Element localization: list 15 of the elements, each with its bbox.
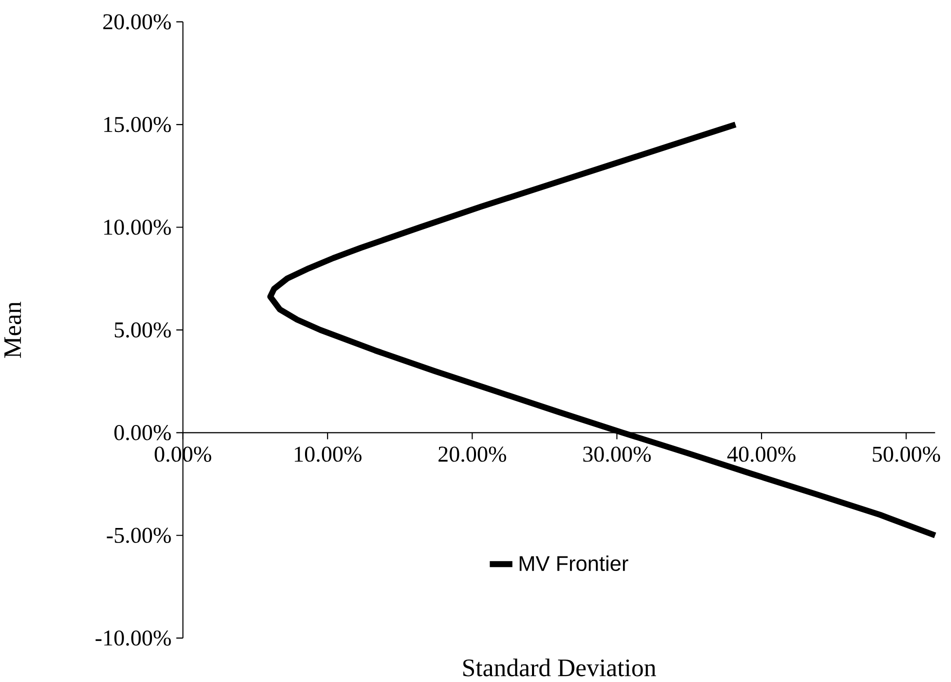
y-tick-label: -10.00% xyxy=(96,630,171,646)
legend-label: MV Frontier xyxy=(520,556,628,572)
y-tick-label: 20.00% xyxy=(103,14,171,30)
y-tick-label: 15.00% xyxy=(104,117,171,132)
x-axis-title: Standard Deviation xyxy=(463,658,656,676)
y-tick-label: -5.00% xyxy=(106,528,171,544)
x-tick-label: 30.00% xyxy=(583,446,651,462)
y-tick-label: 0.00% xyxy=(114,425,171,440)
y-tick-label: 5.00% xyxy=(114,322,171,338)
x-tick-label: 10.00% xyxy=(294,446,362,462)
x-tick-label: 50.00% xyxy=(872,446,940,462)
y-axis-title: Mean xyxy=(4,302,22,358)
y-tick-label: 10.00% xyxy=(104,220,171,236)
x-tick-label: 40.00% xyxy=(727,446,796,462)
x-tick-label: 20.00% xyxy=(438,446,506,462)
